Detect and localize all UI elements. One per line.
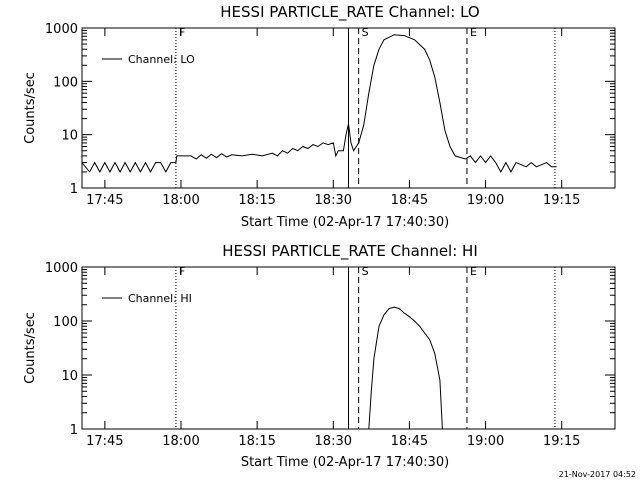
chart-panel-hi: HESSI PARTICLE_RATE Channel: HI Start Ti… bbox=[23, 242, 616, 470]
x-axis-label: Start Time (02-Apr-17 17:40:30) bbox=[241, 455, 449, 470]
x-tick-label: 19:15 bbox=[543, 193, 580, 208]
y-tick-label: 100 bbox=[53, 75, 78, 90]
x-axis-label: Start Time (02-Apr-17 17:40:30) bbox=[241, 215, 449, 230]
x-tick-label: 18:45 bbox=[391, 193, 428, 208]
x-tick-label: 18:00 bbox=[162, 193, 199, 208]
y-tick-label: 1 bbox=[70, 182, 78, 197]
x-tick-label: 17:45 bbox=[86, 434, 123, 449]
x-tick-label: 18:30 bbox=[315, 434, 352, 449]
chart-title: HESSI PARTICLE_RATE Channel: LO bbox=[220, 3, 479, 22]
x-tick-label: 18:45 bbox=[391, 434, 428, 449]
y-tick-label: 100 bbox=[53, 315, 78, 330]
y-tick-label: 10 bbox=[61, 369, 78, 384]
series-line bbox=[368, 306, 443, 430]
x-tick-label: 17:45 bbox=[86, 193, 123, 208]
x-tick-label: 19:00 bbox=[467, 434, 504, 449]
y-tick-label: 10 bbox=[61, 129, 78, 144]
legend-label: Channel: HI bbox=[128, 292, 192, 305]
x-tick-label: 18:30 bbox=[315, 193, 352, 208]
event-marker-label: E bbox=[470, 265, 477, 278]
y-axis-label: Counts/sec bbox=[23, 312, 38, 384]
chart-panel-lo: HESSI PARTICLE_RATE Channel: LO Start Ti… bbox=[23, 3, 616, 230]
event-marker-label: S bbox=[362, 265, 369, 278]
y-axis-label: Counts/sec bbox=[23, 72, 38, 144]
x-tick-label: 19:00 bbox=[467, 193, 504, 208]
event-marker-label: S bbox=[362, 26, 369, 39]
y-tick-label: 1000 bbox=[45, 22, 78, 37]
x-tick-label: 18:00 bbox=[162, 434, 199, 449]
x-tick-label: 19:15 bbox=[543, 434, 580, 449]
x-tick-label: 18:15 bbox=[238, 193, 275, 208]
x-tick-label: 18:15 bbox=[238, 434, 275, 449]
legend-label: Channel: LO bbox=[128, 53, 195, 66]
y-tick-label: 1 bbox=[70, 423, 78, 438]
event-marker-label: F bbox=[179, 26, 185, 39]
event-marker-label: F bbox=[179, 265, 185, 278]
event-marker-label: E bbox=[470, 26, 477, 39]
timestamp-stamp: 21-Nov-2017 04:52 bbox=[559, 470, 636, 479]
chart-title: HESSI PARTICLE_RATE Channel: HI bbox=[222, 242, 478, 261]
series-line bbox=[81, 34, 557, 173]
y-tick-label: 1000 bbox=[45, 261, 78, 276]
